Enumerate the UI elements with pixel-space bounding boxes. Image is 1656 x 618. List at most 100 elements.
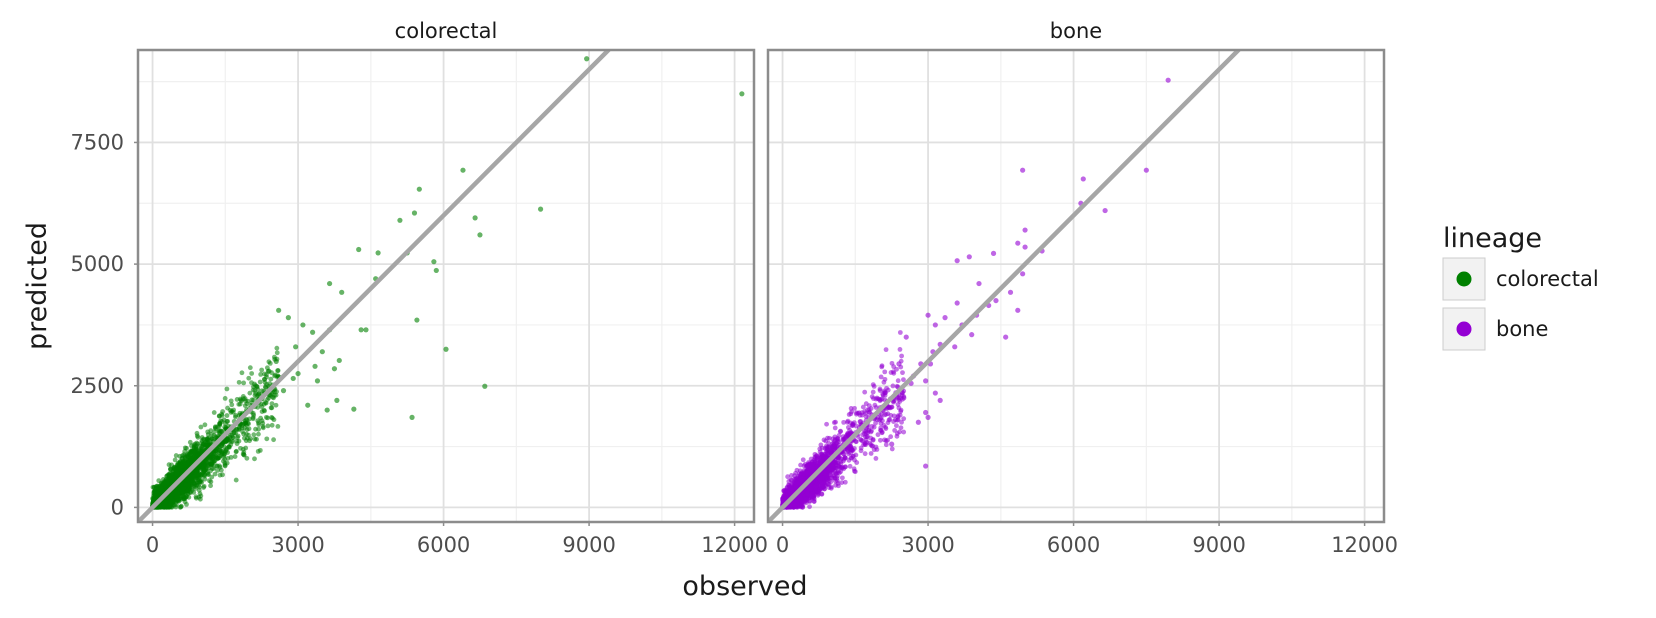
data-point	[166, 472, 172, 478]
data-point	[882, 369, 888, 375]
data-point	[883, 442, 889, 448]
x-tick-label: 3000	[271, 533, 324, 557]
data-point	[336, 357, 342, 364]
data-point	[867, 440, 873, 446]
data-point	[273, 402, 279, 408]
data-point	[848, 411, 854, 417]
data-point	[334, 397, 340, 403]
data-point	[807, 504, 812, 510]
data-point	[868, 451, 874, 456]
data-point	[358, 327, 364, 333]
data-point	[216, 428, 222, 434]
data-point	[263, 414, 269, 420]
data-point	[375, 250, 381, 256]
data-point	[208, 483, 213, 489]
data-point	[252, 436, 258, 442]
data-point	[205, 472, 211, 477]
data-point	[212, 471, 218, 477]
data-point	[794, 497, 800, 503]
data-point	[243, 416, 249, 422]
data-point	[179, 488, 185, 494]
data-point	[828, 485, 834, 491]
data-point	[285, 315, 291, 321]
data-point	[839, 480, 845, 486]
data-point	[862, 440, 868, 446]
data-point	[249, 371, 255, 376]
data-point	[194, 433, 200, 439]
data-point	[814, 464, 820, 470]
data-point	[205, 432, 211, 437]
data-point	[416, 186, 422, 192]
data-point	[331, 366, 338, 372]
data-point	[897, 330, 903, 335]
data-point	[243, 438, 249, 444]
data-point	[811, 499, 817, 504]
data-point	[256, 431, 261, 437]
data-point	[823, 474, 828, 480]
data-point	[252, 381, 257, 387]
data-point	[884, 385, 889, 391]
data-point	[863, 411, 869, 416]
data-point	[274, 345, 280, 351]
data-point	[171, 490, 177, 496]
x-tick-label: 12000	[701, 533, 768, 557]
data-point	[878, 416, 883, 422]
data-point	[828, 479, 834, 485]
data-point	[363, 327, 369, 333]
data-point	[894, 431, 900, 436]
data-point	[847, 431, 853, 436]
gridlines	[138, 50, 754, 522]
data-point	[791, 480, 796, 486]
data-point	[891, 419, 896, 424]
data-point	[833, 482, 838, 488]
data-point	[233, 413, 239, 418]
data-point	[237, 396, 243, 402]
data-point	[181, 494, 187, 500]
data-point	[295, 370, 301, 377]
data-point	[834, 478, 840, 484]
data-point	[260, 425, 266, 431]
data-point	[185, 478, 191, 483]
data-point	[269, 391, 275, 396]
data-point	[240, 446, 246, 452]
data-point	[852, 468, 857, 474]
data-point	[901, 416, 907, 422]
data-point	[443, 346, 449, 352]
data-point	[1020, 167, 1026, 173]
facet-title: colorectal	[395, 19, 498, 43]
data-point	[256, 426, 261, 432]
data-point	[351, 406, 357, 412]
data-point	[222, 424, 228, 430]
data-point	[319, 349, 325, 355]
data-point	[841, 458, 846, 464]
data-point	[182, 456, 188, 461]
data-point	[847, 463, 853, 469]
data-point	[793, 502, 799, 508]
data-point	[188, 473, 193, 479]
data-point	[227, 434, 233, 440]
data-point	[808, 486, 814, 492]
data-point	[805, 471, 811, 476]
data-point	[830, 468, 836, 474]
data-point	[157, 487, 163, 492]
data-point	[397, 217, 403, 223]
data-point	[208, 479, 214, 485]
data-point	[182, 449, 188, 454]
data-point	[196, 477, 202, 483]
data-point	[161, 481, 167, 486]
data-point	[213, 424, 218, 430]
data-point	[824, 445, 830, 450]
data-point	[858, 437, 864, 443]
data-point	[813, 483, 819, 489]
data-point	[237, 410, 243, 416]
data-point	[895, 378, 901, 384]
data-point	[201, 462, 206, 468]
data-point	[482, 383, 488, 389]
data-point	[217, 420, 223, 426]
data-point	[312, 363, 318, 369]
data-point	[832, 425, 838, 431]
data-point	[208, 428, 214, 434]
data-point	[800, 457, 806, 463]
data-point	[901, 377, 906, 383]
data-point	[847, 446, 853, 452]
